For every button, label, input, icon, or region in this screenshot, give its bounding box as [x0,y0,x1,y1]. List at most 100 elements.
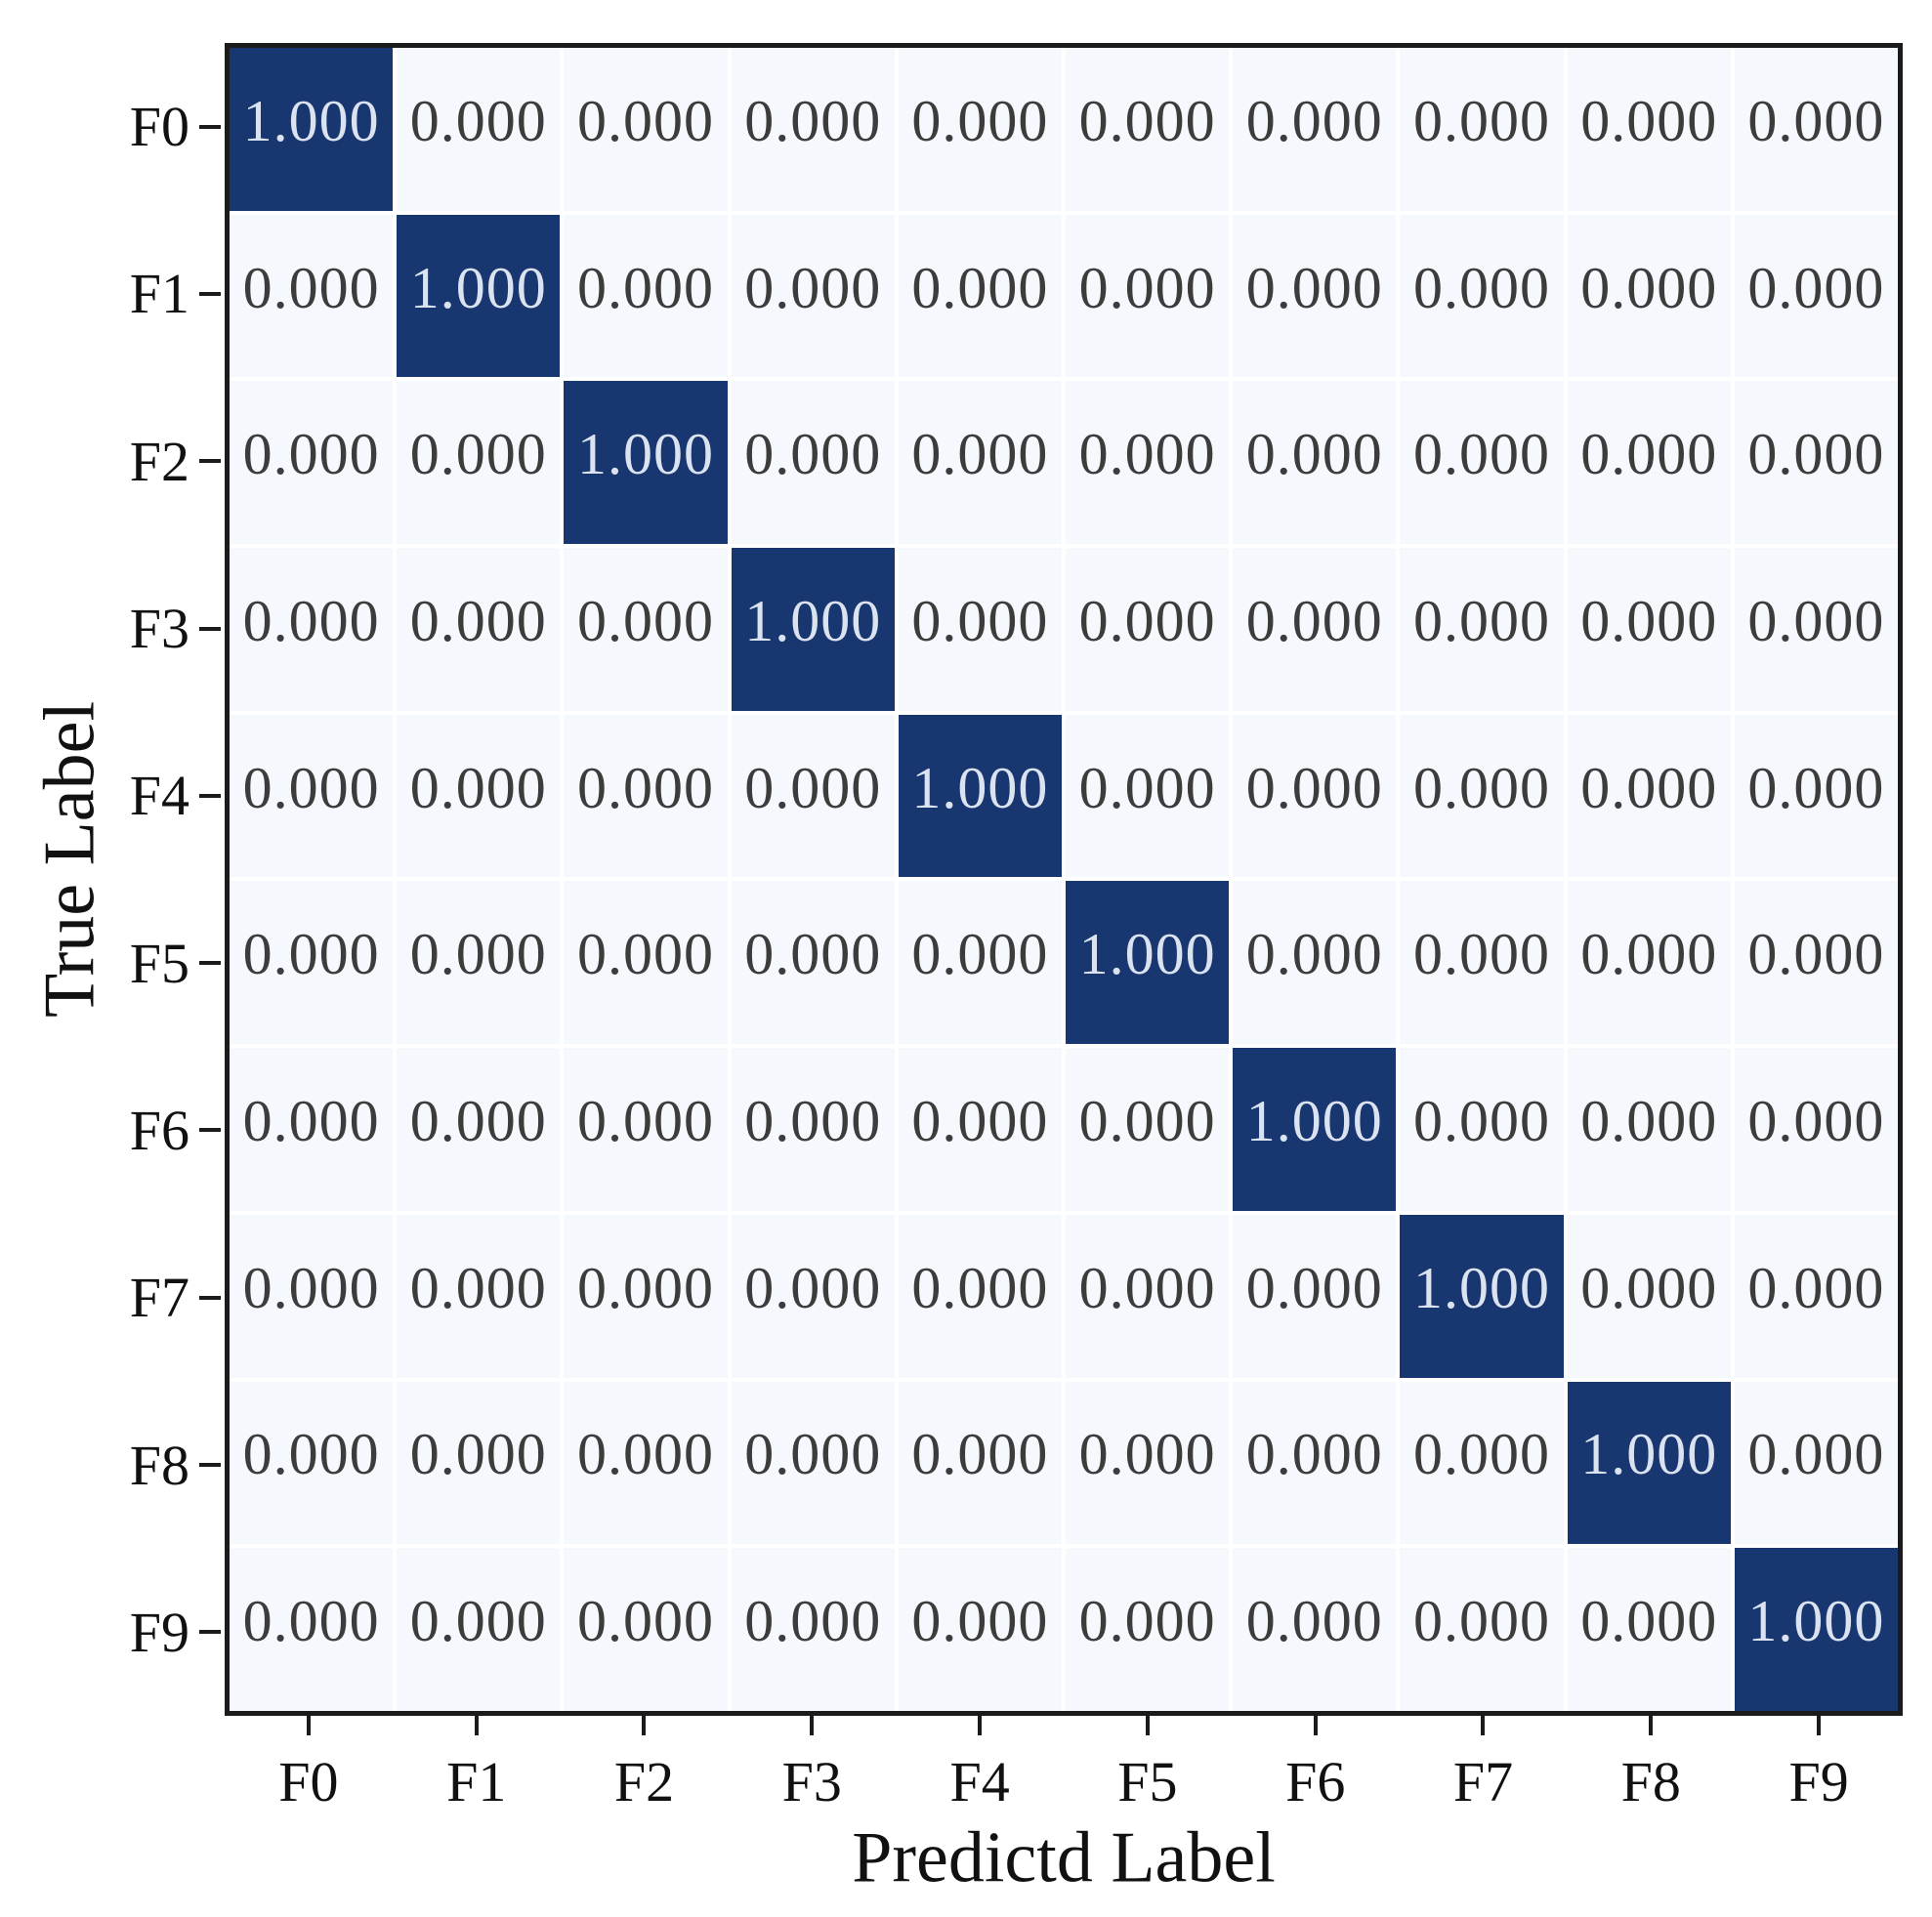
y-tick [199,712,225,879]
matrix-cell-F7-F9: 0.000 [1734,1214,1898,1378]
matrix-cell-F4-F1: 0.000 [397,714,561,878]
matrix-cell-F2-F9: 0.000 [1734,381,1898,545]
y-tick-label-F5: F5 [129,931,189,995]
matrix-cell-F2-F4: 0.000 [898,381,1062,545]
matrix-cell-F1-F8: 0.000 [1567,214,1731,378]
matrix-cell-F8-F4: 0.000 [898,1381,1062,1545]
x-tick-label-F6: F6 [1285,1749,1346,1813]
y-tick [199,545,225,712]
y-tick-label-F9: F9 [129,1600,189,1664]
matrix-cell-F9-F1: 0.000 [397,1548,561,1711]
matrix-cell-F1-F2: 0.000 [564,214,728,378]
matrix-cell-F5-F8: 0.000 [1567,881,1731,1045]
y-tick [199,43,225,210]
matrix-cell-F5-F9: 0.000 [1734,881,1898,1045]
matrix-cell-F7-F8: 0.000 [1567,1214,1731,1378]
y-tick-mark [199,1295,221,1300]
matrix-cell-F2-F1: 0.000 [397,381,561,545]
matrix-cell-F9-F6: 0.000 [1233,1548,1397,1711]
x-tick-mark [1817,1716,1822,1735]
x-tick-mark [810,1716,815,1735]
matrix-cell-F7-F6: 0.000 [1233,1214,1397,1378]
matrix-cell-F1-F9: 0.000 [1734,214,1898,378]
y-tick-mark [199,793,221,798]
x-tick-mark [474,1716,479,1735]
matrix-cell-F4-F2: 0.000 [564,714,728,878]
matrix-cell-F7-F7: 1.000 [1400,1214,1564,1378]
matrix-cell-F4-F9: 0.000 [1734,714,1898,878]
matrix-cell-F0-F8: 0.000 [1567,48,1731,211]
matrix-cell-F7-F2: 0.000 [564,1214,728,1378]
y-tick [199,1047,225,1214]
x-tick-label-F3: F3 [781,1749,842,1813]
heatmap-plot-area: 1.000 0.000 0.000 0.000 0.000 0.000 0.000 0.000… [225,43,1903,1716]
matrix-cell-F2-F6: 0.000 [1233,381,1397,545]
matrix-cell-F6-F0: 0.000 [230,1048,394,1211]
x-tick-mark [978,1716,983,1735]
matrix-cell-F6-F8: 0.000 [1567,1048,1731,1211]
x-tick-mark [642,1716,647,1735]
matrix-cell-F4-F5: 0.000 [1065,714,1230,878]
matrix-cell-F7-F1: 0.000 [397,1214,561,1378]
x-axis-tick-labels: F0 F1 F2 F3 F4 F5 F6 F7 F8 F9 [225,1740,1903,1822]
matrix-cell-F6-F1: 0.000 [397,1048,561,1211]
y-tick [199,210,225,377]
matrix-cell-F0-F5: 0.000 [1065,48,1230,211]
x-tick-mark [306,1716,311,1735]
y-axis-title: True Label [29,700,110,1019]
y-tick-label-F7: F7 [129,1266,189,1330]
matrix-cell-F4-F3: 0.000 [731,714,895,878]
matrix-cell-F4-F4: 1.000 [898,714,1062,878]
matrix-cell-F4-F6: 0.000 [1233,714,1397,878]
y-tick-label-F2: F2 [129,429,189,493]
y-tick-label-F0: F0 [129,95,189,159]
y-tick-mark [199,626,221,631]
matrix-cell-F7-F5: 0.000 [1065,1214,1230,1378]
y-tick-mark [199,1128,221,1133]
y-axis-ticks [199,43,225,1716]
y-tick-mark [199,1630,221,1635]
matrix-cell-F0-F2: 0.000 [564,48,728,211]
matrix-cell-F0-F6: 0.000 [1233,48,1397,211]
x-tick-label-F5: F5 [1117,1749,1178,1813]
matrix-cell-F5-F4: 0.000 [898,881,1062,1045]
x-tick-label-F1: F1 [446,1749,507,1813]
matrix-cell-F8-F7: 0.000 [1400,1381,1564,1545]
matrix-cell-F8-F5: 0.000 [1065,1381,1230,1545]
matrix-cell-F3-F7: 0.000 [1400,548,1564,711]
y-tick-label-F6: F6 [129,1098,189,1162]
matrix-cell-F2-F5: 0.000 [1065,381,1230,545]
y-axis-tick-labels: F0 F1 F2 F3 F4 F5 F6 F7 F8 F9 [0,43,193,1716]
matrix-cell-F2-F8: 0.000 [1567,381,1731,545]
matrix-cell-F8-F1: 0.000 [397,1381,561,1545]
y-tick-mark [199,124,221,129]
matrix-cell-F9-F8: 0.000 [1567,1548,1731,1711]
matrix-cell-F5-F0: 0.000 [230,881,394,1045]
matrix-cell-F8-F0: 0.000 [230,1381,394,1545]
x-tick-label-F4: F4 [949,1749,1010,1813]
x-tick [1232,1716,1400,1739]
matrix-cell-F9-F0: 0.000 [230,1548,394,1711]
matrix-cell-F9-F2: 0.000 [564,1548,728,1711]
matrix-cell-F8-F6: 0.000 [1233,1381,1397,1545]
matrix-cell-F4-F8: 0.000 [1567,714,1731,878]
matrix-cell-F5-F2: 0.000 [564,881,728,1045]
matrix-cell-F1-F7: 0.000 [1400,214,1564,378]
x-tick [1567,1716,1735,1739]
matrix-cell-F3-F9: 0.000 [1734,548,1898,711]
x-tick [896,1716,1064,1739]
x-tick [225,1716,393,1739]
matrix-cell-F7-F3: 0.000 [731,1214,895,1378]
matrix-cell-F8-F3: 0.000 [731,1381,895,1545]
matrix-cell-F5-F6: 0.000 [1233,881,1397,1045]
x-tick-label-F7: F7 [1452,1749,1514,1813]
matrix-cell-F3-F0: 0.000 [230,548,394,711]
y-tick [199,1214,225,1381]
x-tick [1400,1716,1568,1739]
x-tick [728,1716,896,1739]
y-tick [199,880,225,1047]
matrix-cell-F1-F5: 0.000 [1065,214,1230,378]
matrix-cell-F8-F2: 0.000 [564,1381,728,1545]
matrix-cell-F1-F0: 0.000 [230,214,394,378]
